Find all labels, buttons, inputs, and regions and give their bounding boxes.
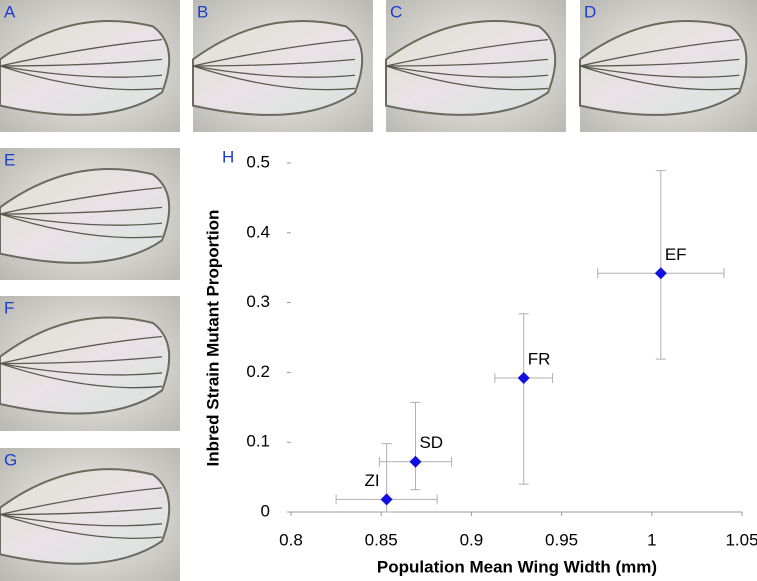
point bbox=[517, 371, 530, 384]
x-tick-label: 0.85 bbox=[365, 530, 398, 549]
x-tick-label: 0.95 bbox=[545, 530, 578, 549]
wing-vein bbox=[192, 58, 356, 67]
wing-vein bbox=[579, 58, 740, 67]
y-tick-label: 0.3 bbox=[246, 292, 270, 311]
wing-vein bbox=[579, 65, 740, 91]
x-tick-label: 1.05 bbox=[725, 530, 757, 549]
wing-photo: E bbox=[0, 148, 180, 280]
wing-vein bbox=[385, 38, 549, 67]
point bbox=[654, 267, 667, 280]
wing-photo: F bbox=[0, 296, 180, 431]
point bbox=[409, 455, 422, 468]
wing-vein bbox=[0, 65, 163, 78]
y-error-bar bbox=[655, 170, 666, 360]
x-tick-label: 1 bbox=[647, 530, 656, 549]
wing-vein bbox=[0, 362, 163, 389]
wing-outline bbox=[0, 468, 171, 565]
panel-label: A bbox=[4, 2, 16, 21]
wing-photo: G bbox=[0, 448, 180, 581]
wing-outline bbox=[192, 20, 364, 116]
wing-outline bbox=[0, 20, 171, 116]
wing-outline bbox=[0, 168, 171, 264]
point-label: EF bbox=[665, 245, 687, 264]
wing-vein bbox=[0, 362, 163, 376]
wing-vein bbox=[0, 58, 163, 67]
wing-vein bbox=[0, 356, 163, 365]
y-error-bar bbox=[410, 401, 421, 491]
wing-vein bbox=[0, 335, 163, 365]
wing-vein bbox=[0, 507, 163, 516]
wing-vein bbox=[0, 38, 163, 67]
panel-label: C bbox=[390, 2, 402, 21]
y-tick-label: 0.4 bbox=[246, 222, 270, 241]
wing-vein bbox=[385, 58, 549, 67]
wing-vein bbox=[0, 65, 163, 91]
panel-label: H bbox=[222, 147, 234, 166]
wing-vein bbox=[192, 65, 356, 78]
wing-photo: C bbox=[385, 0, 566, 132]
y-tick-label: 0.2 bbox=[246, 362, 270, 381]
wing-vein bbox=[0, 206, 163, 215]
panel-label: E bbox=[4, 150, 15, 169]
y-axis-title: Inbred Strain Mutant Proportion bbox=[203, 210, 222, 467]
point-label: ZI bbox=[365, 471, 380, 490]
panel-label: D bbox=[584, 2, 596, 21]
x-tick-label: 0.8 bbox=[279, 530, 303, 549]
panel-label: G bbox=[4, 450, 17, 469]
wing-vein bbox=[0, 213, 163, 239]
chart: H Population Mean Wing Width (mm) Inbred… bbox=[203, 147, 757, 576]
wing-vein bbox=[385, 65, 549, 91]
wing-vein bbox=[579, 38, 740, 67]
wing-vein bbox=[0, 186, 163, 215]
x-axis-title: Population Mean Wing Width (mm) bbox=[377, 557, 657, 576]
wing-photo: D bbox=[579, 0, 757, 132]
wing-outline bbox=[0, 316, 171, 415]
wing-outline bbox=[385, 20, 557, 116]
y-tick-label: 0.1 bbox=[246, 432, 270, 451]
point-label: SD bbox=[419, 433, 443, 452]
wing-photo: B bbox=[192, 0, 373, 132]
wing-vein bbox=[385, 65, 549, 78]
wing-vein bbox=[0, 513, 163, 527]
y-tick-label: 0 bbox=[261, 501, 270, 520]
wing-vein bbox=[0, 213, 163, 226]
point-label: FR bbox=[528, 349, 551, 368]
wing-vein bbox=[192, 38, 356, 67]
panel-label: F bbox=[4, 298, 14, 317]
x-tick-label: 0.9 bbox=[460, 530, 484, 549]
wing-photo: A bbox=[0, 0, 180, 132]
wing-vein bbox=[0, 487, 163, 516]
wing-vein bbox=[192, 65, 356, 91]
point bbox=[380, 493, 393, 506]
panel-label: B bbox=[197, 2, 208, 21]
wing-vein bbox=[579, 65, 740, 78]
y-error-bar bbox=[518, 313, 529, 485]
wing-vein bbox=[0, 513, 163, 539]
y-tick-label: 0.5 bbox=[246, 152, 270, 171]
wing-outline bbox=[579, 20, 748, 116]
